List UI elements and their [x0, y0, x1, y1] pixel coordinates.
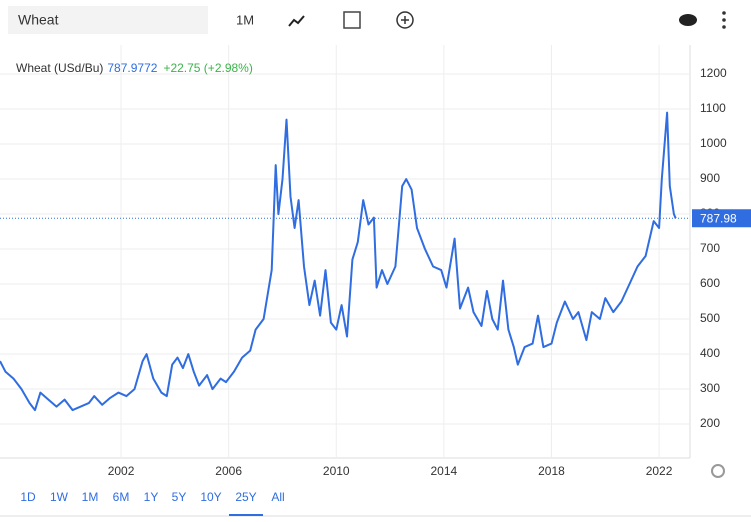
- current-box: [692, 209, 751, 228]
- compare-plus: [401, 16, 409, 24]
- x-tick-label: 2018: [538, 464, 565, 478]
- range-button[interactable]: 25Y: [235, 490, 256, 504]
- range-button[interactable]: 1M: [82, 490, 99, 504]
- y-tick-label: 600: [700, 276, 720, 290]
- range-button[interactable]: 1Y: [144, 490, 159, 504]
- menu-dot[interactable]: [722, 11, 726, 15]
- range-button[interactable]: 10Y: [200, 490, 221, 504]
- header-change: +22.75 (+2.98%): [163, 61, 252, 75]
- y-tick-label: 700: [700, 241, 720, 255]
- y-tick-label: 900: [700, 171, 720, 185]
- download-icon[interactable]: [679, 14, 697, 26]
- range-button[interactable]: 1W: [50, 490, 69, 504]
- menu-dot[interactable]: [722, 18, 726, 22]
- search-text[interactable]: Wheat: [18, 12, 59, 28]
- y-tick-label: 1200: [700, 66, 727, 80]
- range-button[interactable]: 5Y: [172, 490, 187, 504]
- price-line: [0, 111, 677, 412]
- y-tick-label: 400: [700, 346, 720, 360]
- settings-icon[interactable]: [711, 464, 725, 478]
- y-tick-label: 500: [700, 311, 720, 325]
- chart-type-icon[interactable]: [288, 15, 305, 27]
- search-box[interactable]: [8, 6, 208, 34]
- current-label: 787.98: [700, 211, 737, 225]
- range-button[interactable]: 1D: [20, 490, 36, 504]
- grid: [0, 45, 690, 458]
- calendar-icon[interactable]: [343, 11, 361, 29]
- x-tick-label: 2014: [431, 464, 458, 478]
- x-tick-label: 2006: [215, 464, 242, 478]
- y-tick-label: 200: [700, 416, 720, 430]
- x-tick-label: 2022: [646, 464, 673, 478]
- x-tick-label: 2010: [323, 464, 350, 478]
- menu-dot[interactable]: [722, 25, 726, 29]
- x-tick-label: 2002: [108, 464, 135, 478]
- range-button[interactable]: All: [271, 490, 284, 504]
- compare-icon[interactable]: [396, 11, 414, 29]
- chart-title: Wheat (USd/Bu): [16, 61, 103, 75]
- y-tick-label: 1100: [700, 101, 726, 115]
- y-tick-label: 1000: [700, 136, 727, 150]
- period-button[interactable]: 1M: [236, 12, 254, 27]
- y-tick-label: 300: [700, 381, 720, 395]
- range-button[interactable]: 6M: [113, 490, 130, 504]
- legend: Wheat (USd/Bu) 787.9772 +22.75 (+2.98%): [16, 61, 253, 75]
- header-value: 787.9772: [107, 61, 157, 75]
